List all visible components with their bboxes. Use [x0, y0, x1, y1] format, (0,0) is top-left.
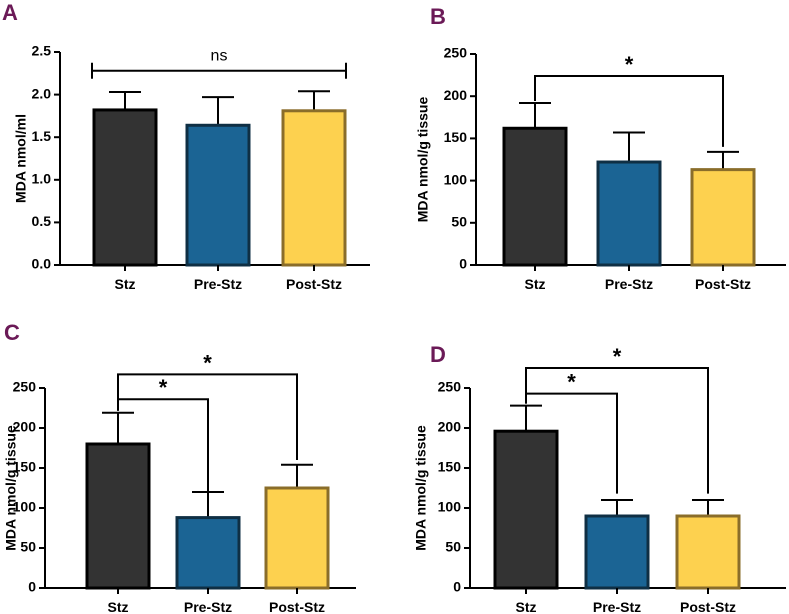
- panel-c-bar-pre-stz: [175, 516, 241, 590]
- panel-a-bar-post-stz: [281, 109, 347, 267]
- panel-d-x-tick-label: Pre-Stz: [593, 599, 641, 614]
- panel-d-sig-star: *: [567, 370, 576, 395]
- panel-b-bar-pre-stz: [596, 160, 662, 267]
- panel-b-y-tick-label: 200: [444, 87, 468, 103]
- panel-b-y-tick-label: 0: [459, 256, 467, 272]
- panel-a-x-tick-label: Pre-Stz: [194, 276, 242, 292]
- panel-b-y-tick-label: 150: [444, 129, 468, 145]
- panel-c-letter: C: [4, 320, 20, 345]
- panel-b-y-tick-label: 250: [444, 45, 468, 61]
- panel-a-y-tick-label: 0.5: [32, 213, 52, 229]
- panel-a-bar-stz: [92, 108, 158, 267]
- panel-b-y-axis-title: MDA nmol/g tissue: [415, 97, 431, 223]
- panel-c-x-tick-label: Pre-Stz: [184, 599, 232, 614]
- panel-d-bar-post-stz: [675, 514, 741, 590]
- panel-d-y-axis-title: MDA nmol/g tissue: [413, 425, 429, 551]
- panel-c-sig-star: *: [159, 375, 168, 400]
- panel-b-x-tick-label: Stz: [525, 276, 546, 292]
- panel-a-x-tick-label: Stz: [115, 276, 136, 292]
- panel-a-sig-label: ns: [211, 48, 228, 65]
- panel-c-x-tick-label: Post-Stz: [269, 599, 325, 614]
- panel-d-sig-star: *: [613, 344, 622, 369]
- panel-c-sig-bracket: [117, 373, 298, 460]
- panel-b-x-tick-label: Post-Stz: [695, 276, 751, 292]
- panel-d-sig-bracket: [525, 367, 709, 494]
- panel-c-x-tick-label: Stz: [108, 599, 129, 614]
- panel-c-y-tick-label: 150: [13, 459, 37, 475]
- panel-d-y-tick-label: 0: [453, 579, 461, 595]
- panel-d-y-tick-label: 200: [438, 419, 462, 435]
- panel-b-sig-star: *: [625, 52, 634, 77]
- panel-b-bar-stz: [502, 126, 568, 267]
- panel-a-y-tick-label: 2.5: [32, 43, 52, 59]
- panel-b-letter: B: [430, 4, 446, 29]
- panel-c-bar-stz: [85, 442, 151, 590]
- panel-d-y-tick-label: 150: [438, 459, 462, 475]
- panel-c-y-tick-label: 250: [13, 379, 37, 395]
- panel-c-bar-post-stz: [264, 486, 330, 590]
- panel-a-y-tick-label: 2.0: [32, 85, 52, 101]
- panel-d-letter: D: [430, 342, 446, 367]
- panel-d-bar-stz: [493, 429, 559, 590]
- panel-c-y-tick-label: 50: [20, 539, 36, 555]
- panel-d-y-tick-label: 50: [445, 539, 461, 555]
- panel-d-x-tick-label: Post-Stz: [680, 599, 736, 614]
- panel-a-letter: A: [2, 0, 18, 25]
- panel-b-x-tick-label: Pre-Stz: [605, 276, 653, 292]
- panel-d-chart: D MDA nmol/g tissue 0 50 100 150 200 250 Stz Pre-…: [413, 342, 786, 614]
- panel-c-y-tick-label: 100: [13, 499, 37, 515]
- panel-a-y-tick-label: 1.0: [32, 171, 52, 187]
- panel-b-bar-post-stz: [690, 168, 756, 267]
- panel-d-bar-pre-stz: [584, 514, 650, 590]
- panel-c-chart: C MDA nmol/g tissue 0 50 100 150 200 250 Stz Pre-…: [3, 320, 356, 614]
- panel-a-y-tick-label: 1.5: [32, 128, 52, 144]
- panel-c-y-tick-label: 200: [13, 419, 37, 435]
- panel-d-x-tick-label: Stz: [516, 599, 537, 614]
- panel-c-y-axis-title: MDA nmol/g tissue: [3, 425, 19, 551]
- panel-b-sig-bracket: [534, 74, 724, 147]
- panel-c-sig-star: *: [203, 350, 212, 375]
- panel-a-chart: A MDA nmol/ml 0.0 0.5 1.0 1.5 2.0 2.5 Stz Pre-Stz…: [2, 0, 370, 292]
- panel-b-y-tick-label: 100: [444, 171, 468, 187]
- panel-d-y-tick-label: 250: [438, 379, 462, 395]
- panel-b-chart: B MDA nmol/g tissue 0 50 100 150 200 250 Stz Pre-…: [415, 4, 786, 292]
- panel-a-bar-pre-stz: [185, 123, 251, 267]
- panel-a-y-tick-label: 0.0: [32, 256, 52, 272]
- panel-a-x-tick-label: Post-Stz: [286, 276, 342, 292]
- panel-d-y-tick-label: 100: [438, 499, 462, 515]
- panel-a-y-axis-title: MDA nmol/ml: [13, 114, 29, 203]
- panel-b-y-tick-label: 50: [451, 214, 467, 230]
- panel-c-y-tick-label: 0: [28, 579, 36, 595]
